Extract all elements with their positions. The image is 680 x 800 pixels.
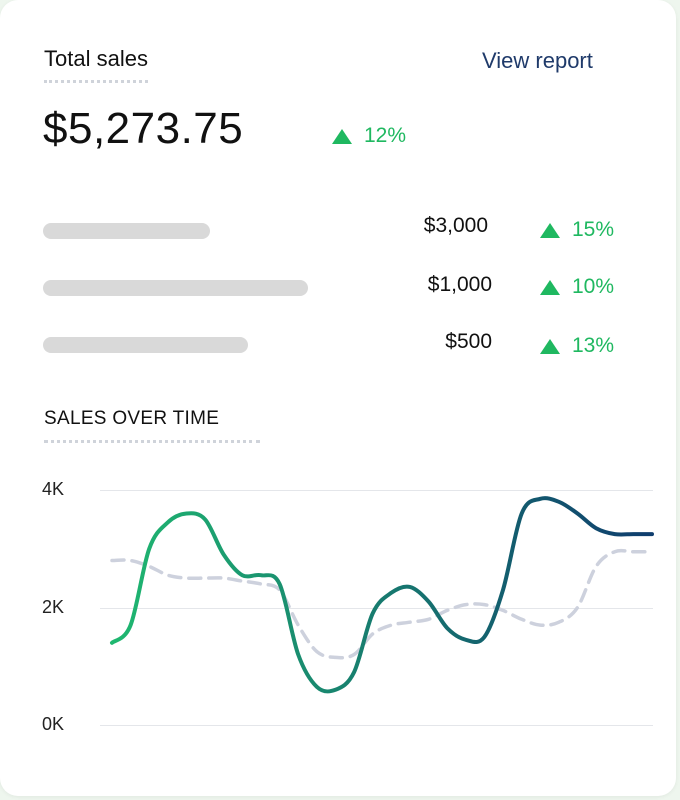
y-tick-label: 0K bbox=[42, 714, 65, 734]
breakdown-value: $3,000 bbox=[423, 214, 488, 237]
total-change-value: 12% bbox=[364, 124, 407, 147]
breakdown-change-badge: 15% bbox=[540, 218, 614, 242]
breakdown-change-value: 15% bbox=[572, 218, 615, 241]
comparison-series-line bbox=[110, 548, 654, 660]
breakdown-change-value: 13% bbox=[572, 334, 615, 357]
breakdown-change-badge: 13% bbox=[540, 334, 614, 358]
card-title: Total sales bbox=[44, 46, 148, 83]
gridline bbox=[100, 725, 653, 726]
view-report-link[interactable]: View report bbox=[482, 48, 593, 73]
up-arrow-icon bbox=[540, 338, 560, 354]
up-arrow-icon bbox=[332, 128, 352, 144]
breakdown-bar bbox=[43, 280, 308, 296]
breakdown-bar bbox=[43, 223, 210, 239]
breakdown-value: $500 bbox=[445, 330, 492, 353]
total-sales-value: $5,273.75 bbox=[43, 104, 244, 153]
breakdown-bar bbox=[43, 337, 248, 353]
y-tick-label: 2K bbox=[42, 597, 65, 617]
y-tick-label: 4K bbox=[42, 479, 65, 499]
sales-series-line bbox=[110, 496, 654, 694]
up-arrow-icon bbox=[540, 222, 560, 238]
breakdown-value: $1,000 bbox=[427, 273, 492, 296]
breakdown-change-badge: 10% bbox=[540, 275, 614, 299]
breakdown-change-value: 10% bbox=[572, 275, 615, 298]
chart-section-title: SALES OVER TIME bbox=[44, 408, 260, 443]
total-change-badge: 12% bbox=[332, 124, 406, 148]
up-arrow-icon bbox=[540, 279, 560, 295]
gridline bbox=[100, 490, 653, 491]
